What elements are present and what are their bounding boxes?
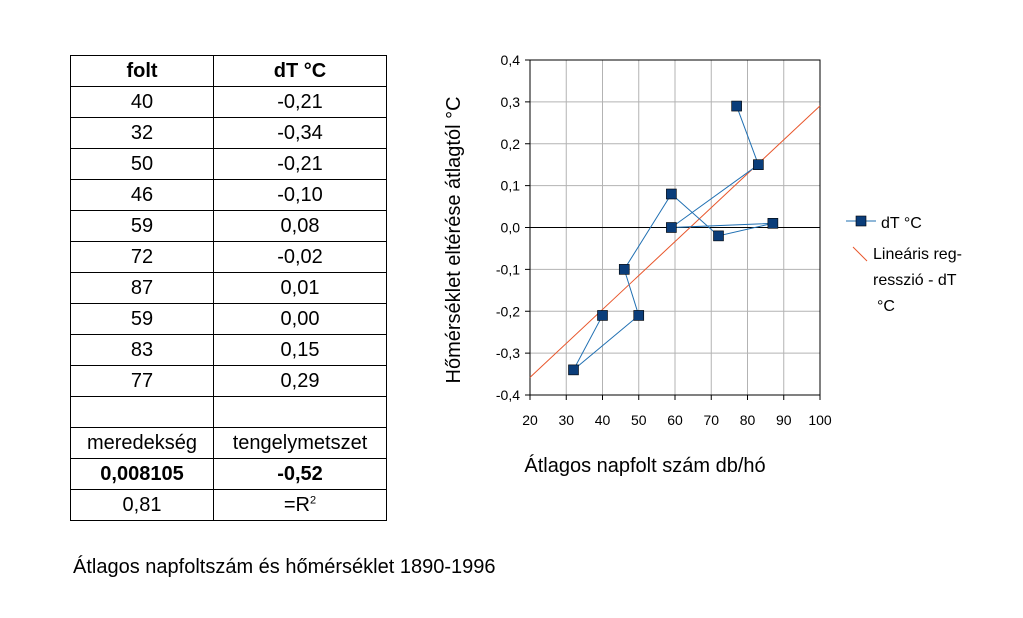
data-point (666, 222, 677, 233)
data-table: folt dT °C 40 -0,21 32 -0,34 50 -0,21 46 -0,10 59 0… (70, 55, 387, 521)
table-row: 72 -0,02 (70, 241, 387, 273)
y-tick-label: -0,2 (496, 303, 520, 319)
stats-label-row: meredekség tengelymetszet (70, 427, 387, 459)
cell-dt: -0,02 (213, 241, 387, 273)
table-row: 83 0,15 (70, 334, 387, 366)
chart-legend: dT °C Lineáris reg-resszió - dT °C (846, 215, 962, 315)
data-points (568, 100, 779, 376)
table-row: 50 -0,21 (70, 148, 387, 180)
x-tick-label: 80 (740, 412, 756, 428)
table-row: 59 0,00 (70, 303, 387, 335)
x-tick-label: 90 (776, 412, 792, 428)
r2-label: =R2 (213, 489, 387, 521)
table-row: 40 -0,21 (70, 86, 387, 118)
chart-tick-labels: 20 30 40 50 60 70 80 90 100 -0,4 -0,3 -0,2 -0,1 0,0 0,… (496, 52, 832, 428)
stats-value-row: 0,008105 -0,52 (70, 458, 387, 490)
x-tick-label: 70 (703, 412, 719, 428)
y-tick-label: -0,3 (496, 345, 520, 361)
cell-folt: 77 (70, 365, 214, 397)
cell-folt: 59 (70, 303, 214, 335)
table-row: 46 -0,10 (70, 179, 387, 211)
cell-folt: 0,81 (70, 489, 214, 521)
legend-regression-marker (852, 246, 868, 262)
x-tick-label: 40 (595, 412, 611, 428)
cell-dt: -0,34 (213, 117, 387, 149)
figure-caption: Átlagos napfoltszám és hőmérséklet 1890-… (73, 556, 496, 578)
r2-row: 0,81 =R2 (70, 489, 387, 521)
data-point (666, 188, 677, 200)
x-tick-label: 50 (631, 412, 647, 428)
y-axis-label: Hőmérséklet eltérése átlagtól °C (443, 96, 465, 383)
legend-regression-label: °C (877, 298, 895, 315)
table-row (70, 396, 387, 428)
cell-folt: meredekség (70, 427, 214, 459)
cell-dt: 0,15 (213, 334, 387, 366)
y-tick-label: 0,2 (501, 136, 521, 152)
cell-dt: 0,01 (213, 272, 387, 304)
table-row: 59 0,08 (70, 210, 387, 242)
cell-dt: -0,21 (213, 86, 387, 118)
legend-series-marker (855, 215, 867, 227)
regression-line (529, 105, 821, 378)
data-point (597, 310, 608, 321)
table-row: 87 0,01 (70, 272, 387, 304)
legend-series-label: dT °C (881, 215, 922, 232)
data-point (767, 218, 779, 229)
data-point (568, 364, 579, 376)
x-tick-label: 60 (667, 412, 683, 428)
r2-superscript: 2 (310, 493, 317, 506)
data-point (618, 264, 630, 275)
cell-folt: 87 (70, 272, 214, 304)
data-point (633, 310, 645, 321)
legend-regression-label: Lineáris reg- (873, 246, 962, 263)
legend-regression-label: resszió - dT (873, 272, 957, 289)
r2-label-text: =R (283, 493, 310, 516)
x-tick-label: 30 (558, 412, 574, 428)
cell-folt: 50 (70, 148, 214, 180)
cell-dt: -0,21 (213, 148, 387, 180)
y-tick-label: -0,4 (496, 387, 520, 403)
y-tick-label: 0,1 (501, 178, 521, 194)
data-point (713, 230, 724, 242)
data-point (753, 159, 764, 170)
cell-dt: -0,10 (213, 179, 387, 211)
cell-dt: tengelymetszet (213, 427, 387, 459)
cell-dt: -0,52 (213, 458, 387, 490)
series-connector-line (573, 105, 773, 371)
x-axis-label: Átlagos napfolt szám db/hó (524, 454, 765, 477)
x-tick-label: 100 (808, 412, 832, 428)
y-tick-label: 0,0 (501, 220, 521, 236)
data-point (731, 100, 742, 112)
cell-folt: folt (70, 55, 214, 87)
y-tick-label: 0,4 (501, 52, 521, 68)
x-tick-label: 20 (522, 412, 538, 428)
y-tick-label: -0,1 (496, 261, 520, 277)
cell-folt: 72 (70, 241, 214, 273)
table-row: 32 -0,34 (70, 117, 387, 149)
cell-folt: 0,008105 (70, 458, 214, 490)
cell-dt: dT °C (213, 55, 387, 87)
table-header-row: folt dT °C (70, 55, 387, 87)
cell-folt: 46 (70, 179, 214, 211)
cell-dt: 0,08 (213, 210, 387, 242)
cell-folt: 59 (70, 210, 214, 242)
y-tick-label: 0,3 (501, 94, 521, 110)
